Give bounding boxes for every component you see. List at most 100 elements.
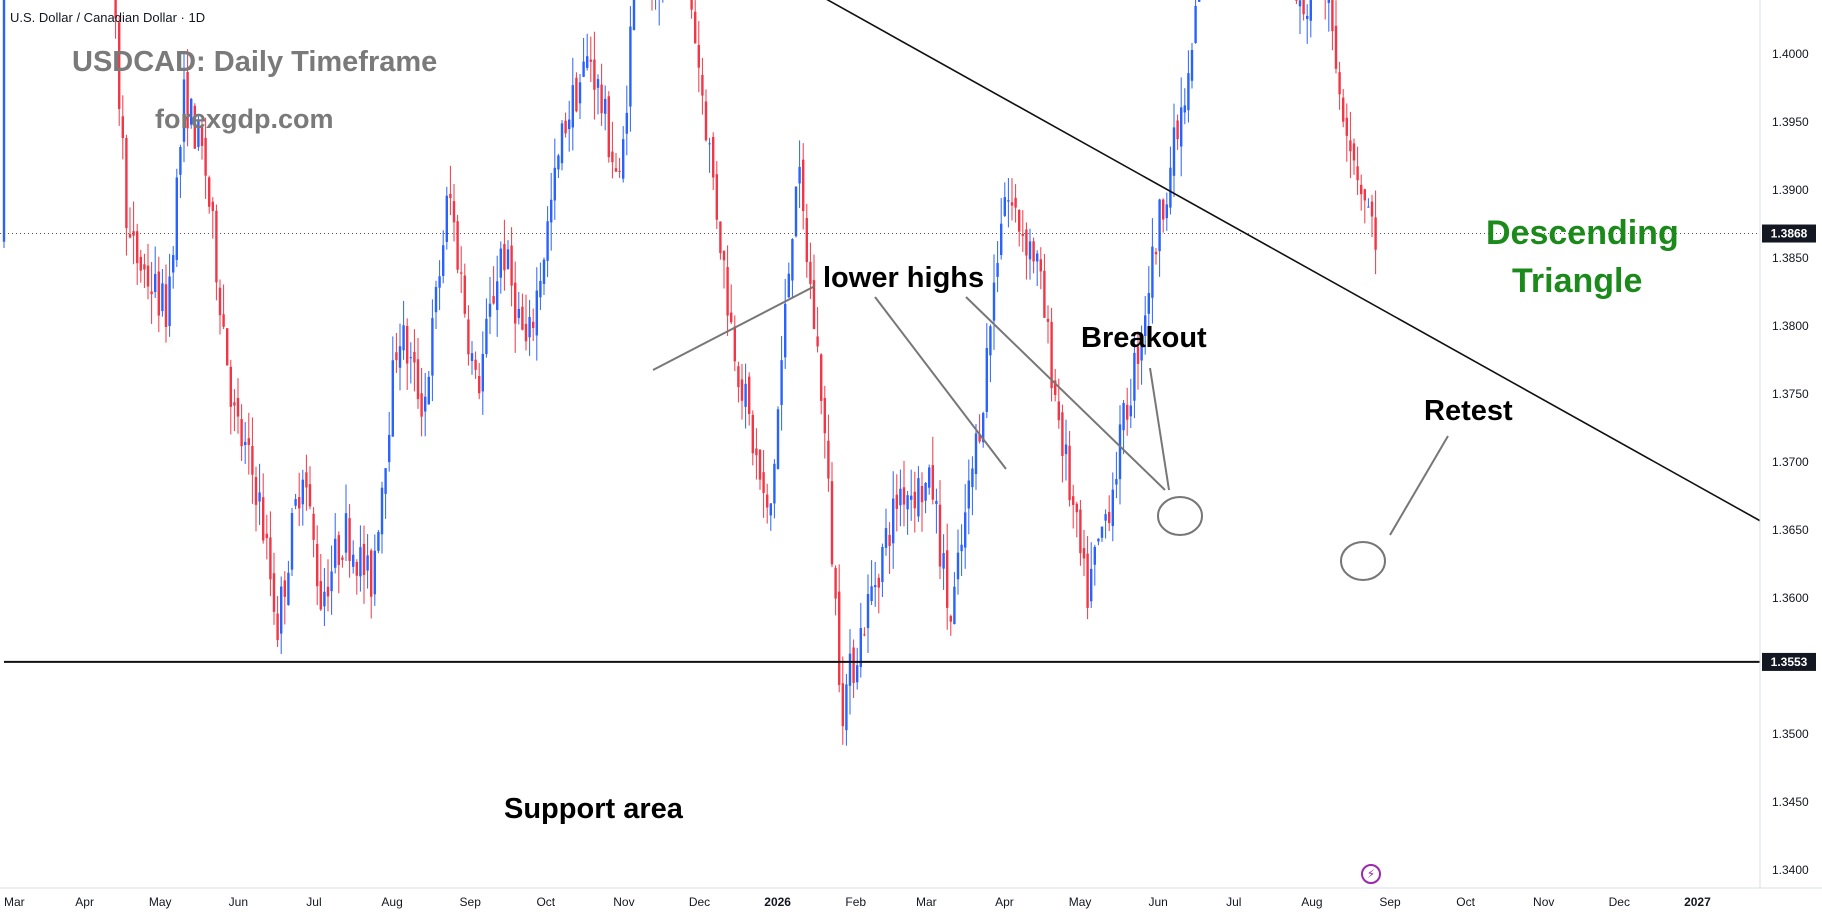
candle — [1097, 538, 1100, 546]
candle — [787, 262, 790, 299]
lightning-icon[interactable]: ⚡ — [1361, 864, 1381, 884]
candle — [193, 103, 196, 149]
candle — [1064, 419, 1068, 481]
candle-body — [906, 495, 909, 510]
candle-body — [604, 98, 607, 114]
candle — [690, 0, 693, 19]
candle-body — [373, 550, 376, 595]
candle-body — [1158, 199, 1161, 252]
candle — [456, 214, 459, 274]
candle-body — [402, 325, 405, 351]
candle-body — [456, 221, 459, 270]
candle — [708, 137, 711, 173]
candle — [1050, 307, 1053, 402]
watermark-text: forexgdp.com — [155, 104, 334, 134]
candle-body — [834, 567, 837, 599]
current-price-tag — [1762, 224, 1816, 243]
candle-body — [442, 245, 445, 276]
candle — [956, 529, 960, 595]
candle — [866, 574, 870, 653]
x-tick-label: Apr — [995, 895, 1014, 909]
candle-body — [1194, 5, 1197, 43]
candle — [312, 507, 315, 558]
candle — [1079, 500, 1082, 566]
candle — [546, 206, 549, 278]
candle — [766, 483, 769, 524]
candle — [460, 246, 463, 293]
candle — [215, 204, 218, 301]
candle — [701, 57, 704, 115]
candle — [622, 126, 625, 183]
candle-body — [204, 137, 207, 176]
candle-body — [809, 261, 812, 284]
candle — [596, 74, 600, 115]
candle — [305, 454, 308, 511]
candle — [1298, 0, 1302, 35]
candle-body — [856, 665, 859, 683]
candle-body — [1334, 25, 1338, 69]
candle-body — [463, 275, 466, 314]
candle — [1072, 484, 1075, 529]
candle-body — [1342, 97, 1345, 122]
candle — [722, 250, 726, 289]
candle — [1198, 0, 1201, 2]
candle-body — [391, 360, 394, 437]
candle — [611, 121, 614, 179]
candle — [1028, 228, 1032, 280]
candle — [481, 331, 484, 415]
candle-body — [762, 472, 765, 493]
candle — [812, 254, 816, 330]
candle — [179, 144, 182, 198]
candle — [1075, 501, 1078, 538]
candle — [470, 341, 474, 375]
candle-body — [791, 239, 794, 281]
candle-body — [874, 585, 877, 588]
candle — [208, 175, 211, 214]
candle — [884, 508, 888, 556]
candle — [452, 183, 456, 242]
x-tick-label: Jun — [1148, 895, 1167, 909]
candle-body — [1187, 73, 1190, 111]
candle-body — [251, 446, 254, 475]
candle — [1082, 529, 1086, 577]
candle — [445, 186, 448, 250]
candle — [949, 614, 952, 636]
candle-body — [514, 282, 517, 324]
x-tick-label: Oct — [1456, 895, 1475, 909]
candle — [467, 305, 470, 366]
candle — [539, 262, 542, 310]
candle — [366, 534, 369, 589]
candle — [226, 328, 229, 366]
breakout-label: Breakout — [1081, 322, 1207, 354]
candle — [283, 571, 286, 625]
x-tick-label: Dec — [689, 895, 710, 909]
y-tick-label: 1.3700 — [1772, 455, 1809, 469]
candle-body — [488, 303, 492, 317]
candle-body — [334, 538, 337, 568]
candle-body — [445, 195, 448, 242]
candle — [593, 31, 596, 120]
candle-body — [967, 480, 970, 509]
x-tick-label: Nov — [1533, 895, 1554, 909]
resistance-trendline — [826, 0, 1761, 522]
candle — [992, 254, 996, 350]
candle — [316, 525, 319, 606]
candle-body — [611, 151, 614, 163]
candle — [658, 0, 660, 26]
support-price-label: 1.3553 — [1771, 655, 1808, 669]
candle-body — [128, 234, 132, 238]
candle-body — [841, 683, 844, 727]
candle — [1025, 222, 1028, 280]
candle — [906, 491, 909, 535]
candle — [251, 417, 254, 504]
x-tick-label: Nov — [613, 895, 634, 909]
candle-body — [978, 434, 981, 442]
candle-body — [1144, 315, 1147, 337]
candle-body — [820, 354, 823, 401]
candle — [892, 471, 895, 569]
candle — [1295, 0, 1298, 5]
candle — [517, 291, 520, 325]
candle-body — [348, 518, 351, 561]
candle — [1165, 192, 1168, 231]
